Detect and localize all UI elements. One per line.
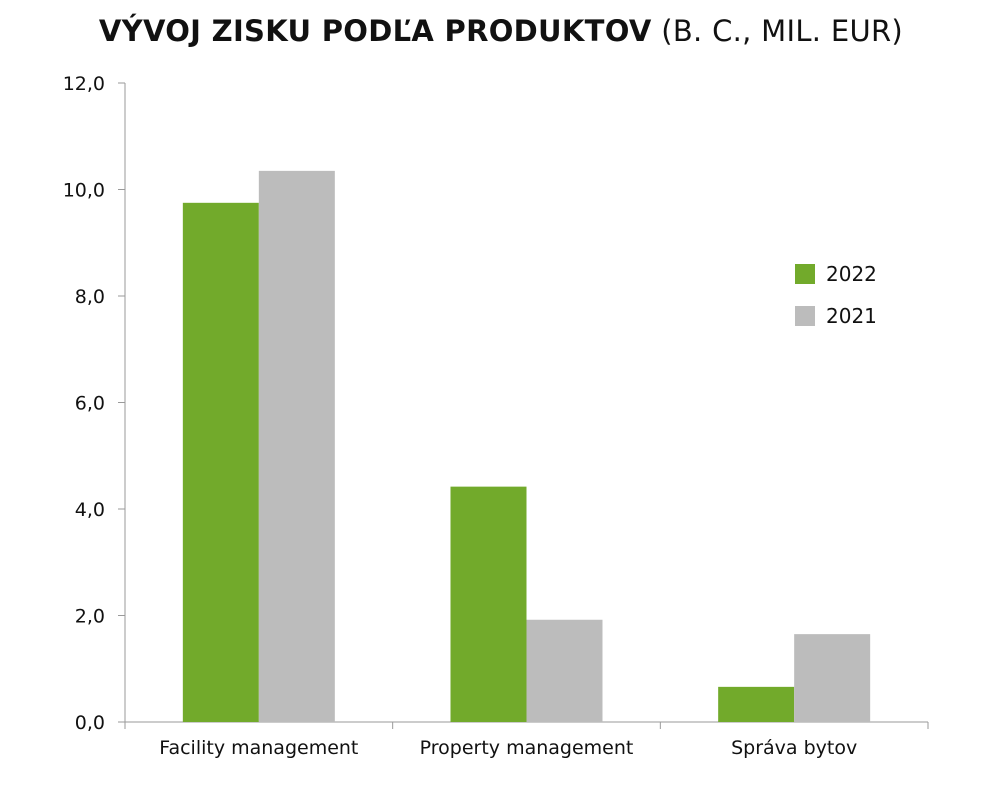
legend-label-2022: 2022 — [826, 262, 877, 286]
bar-2022 — [182, 202, 259, 722]
chart-title-main: VÝVOJ ZISKU PODĽA PRODUKTOV — [98, 14, 652, 48]
y-tick-label: 2,0 — [75, 606, 105, 628]
y-tick-label: 0,0 — [75, 712, 105, 734]
bar-2022 — [450, 486, 527, 722]
chart-title-unit: (B. C., MIL. EUR) — [661, 14, 904, 48]
y-tick-label: 8,0 — [75, 286, 105, 308]
legend-label-2021: 2021 — [826, 304, 877, 328]
bar-2021 — [526, 619, 603, 722]
y-tick-label: 10,0 — [63, 180, 105, 202]
x-category-label: Správa bytov — [731, 737, 857, 759]
x-category-label: Property management — [420, 737, 634, 759]
chart-title: VÝVOJ ZISKU PODĽA PRODUKTOV (B. C., MIL.… — [0, 14, 1002, 48]
legend-swatch-2021 — [795, 306, 815, 326]
y-tick-label: 12,0 — [63, 73, 105, 95]
bar-2021 — [794, 634, 871, 722]
bar-2021 — [258, 170, 335, 723]
legend-swatch-2022 — [795, 264, 815, 284]
x-category-label: Facility management — [159, 737, 358, 759]
y-tick-label: 6,0 — [75, 393, 105, 415]
y-tick-label: 4,0 — [75, 499, 105, 521]
bar-2022 — [718, 686, 795, 722]
